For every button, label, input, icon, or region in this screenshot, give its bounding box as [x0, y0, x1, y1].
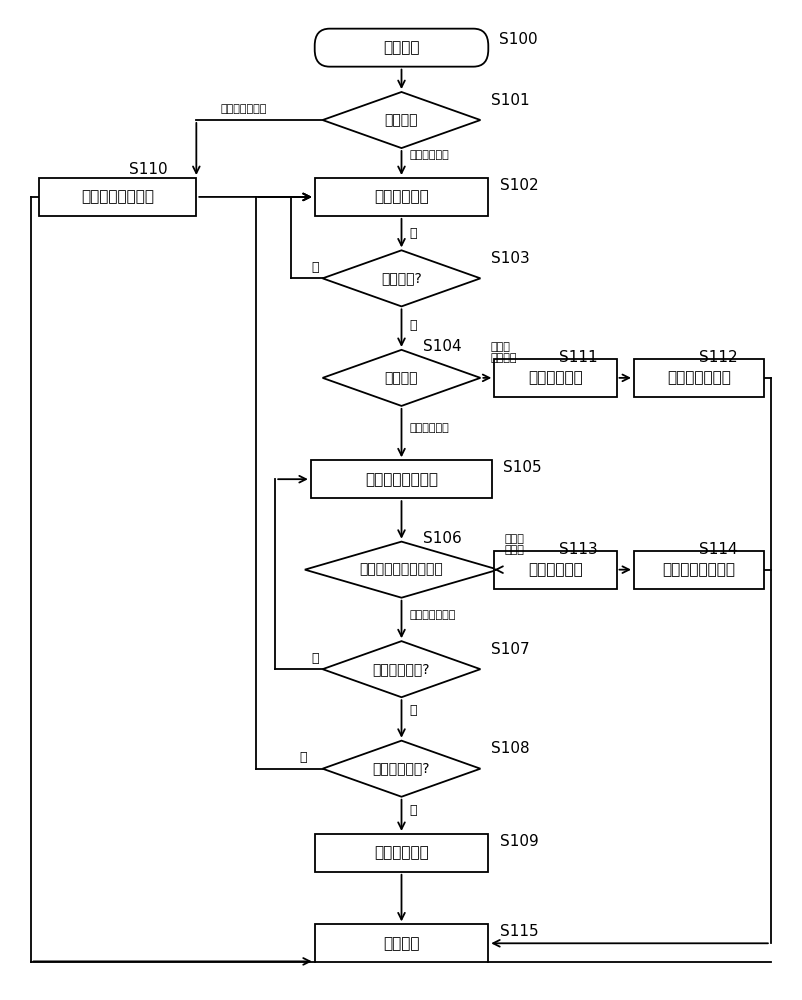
Text: 不符合激活条件: 不符合激活条件 — [221, 104, 266, 114]
Text: 程序开始: 程序开始 — [383, 40, 419, 55]
Text: S102: S102 — [500, 178, 538, 193]
Text: S115: S115 — [500, 924, 538, 939]
Text: S103: S103 — [490, 251, 529, 266]
Polygon shape — [322, 741, 480, 797]
Bar — [314, 178, 488, 216]
Text: 不满足
电压条件: 不满足 电压条件 — [490, 342, 516, 363]
Text: 退出程序: 退出程序 — [383, 936, 419, 951]
Text: 电池损坏提示: 电池损坏提示 — [374, 845, 428, 860]
FancyBboxPatch shape — [314, 29, 488, 67]
Text: 是: 是 — [409, 227, 416, 240]
Text: 否: 否 — [299, 751, 306, 764]
Bar — [493, 551, 616, 589]
Bar — [493, 359, 616, 397]
Bar — [633, 359, 764, 397]
Text: S101: S101 — [490, 93, 529, 108]
Text: 满足电
压条件: 满足电 压条件 — [504, 534, 524, 555]
Text: S112: S112 — [698, 350, 737, 365]
Text: S110: S110 — [129, 162, 168, 177]
Text: 电压测试: 电压测试 — [384, 113, 418, 127]
Text: 符合激活条件: 符合激活条件 — [409, 150, 448, 160]
Text: S109: S109 — [500, 834, 538, 849]
Text: S114: S114 — [698, 542, 737, 557]
Text: 退出激活程序: 退出激活程序 — [528, 562, 582, 577]
Text: S113: S113 — [559, 542, 597, 557]
Text: 进入正常充电模式: 进入正常充电模式 — [662, 562, 735, 577]
Polygon shape — [322, 350, 480, 406]
Text: 限时时间到吗?: 限时时间到吗? — [372, 662, 430, 676]
Text: 是: 是 — [409, 704, 416, 717]
Text: 循环次数到吗?: 循环次数到吗? — [372, 762, 430, 776]
Text: 进入正常充电模式: 进入正常充电模式 — [81, 189, 154, 204]
Text: 电池已损坏提示: 电池已损坏提示 — [666, 370, 730, 385]
Text: 定时检测断电后的电压: 定时检测断电后的电压 — [359, 563, 443, 577]
Text: S104: S104 — [423, 339, 461, 354]
Bar — [310, 460, 492, 498]
Bar — [314, 834, 488, 872]
Bar — [314, 924, 488, 962]
Text: 打开限时充电: 打开限时充电 — [374, 189, 428, 204]
Polygon shape — [322, 250, 480, 306]
Text: 时间到吗?: 时间到吗? — [381, 271, 421, 285]
Polygon shape — [322, 92, 480, 148]
Text: 满足电压条件: 满足电压条件 — [409, 423, 448, 433]
Polygon shape — [305, 542, 497, 598]
Text: 启动限时激活程序: 启动限时激活程序 — [365, 472, 437, 487]
Text: S100: S100 — [498, 32, 537, 47]
Text: S106: S106 — [423, 531, 461, 546]
Text: 不满足电压条件: 不满足电压条件 — [409, 610, 456, 620]
Text: 否: 否 — [310, 652, 318, 665]
Text: 是: 是 — [409, 319, 416, 332]
Text: 否: 否 — [310, 261, 318, 274]
Polygon shape — [322, 641, 480, 697]
Text: S107: S107 — [490, 642, 529, 657]
Text: S111: S111 — [559, 350, 597, 365]
Text: 是: 是 — [409, 804, 416, 817]
Text: S105: S105 — [502, 460, 541, 475]
Text: 退出激活程序: 退出激活程序 — [528, 370, 582, 385]
Text: S108: S108 — [490, 741, 529, 756]
Bar — [633, 551, 764, 589]
Bar — [38, 178, 196, 216]
Text: 电压测试: 电压测试 — [384, 371, 418, 385]
